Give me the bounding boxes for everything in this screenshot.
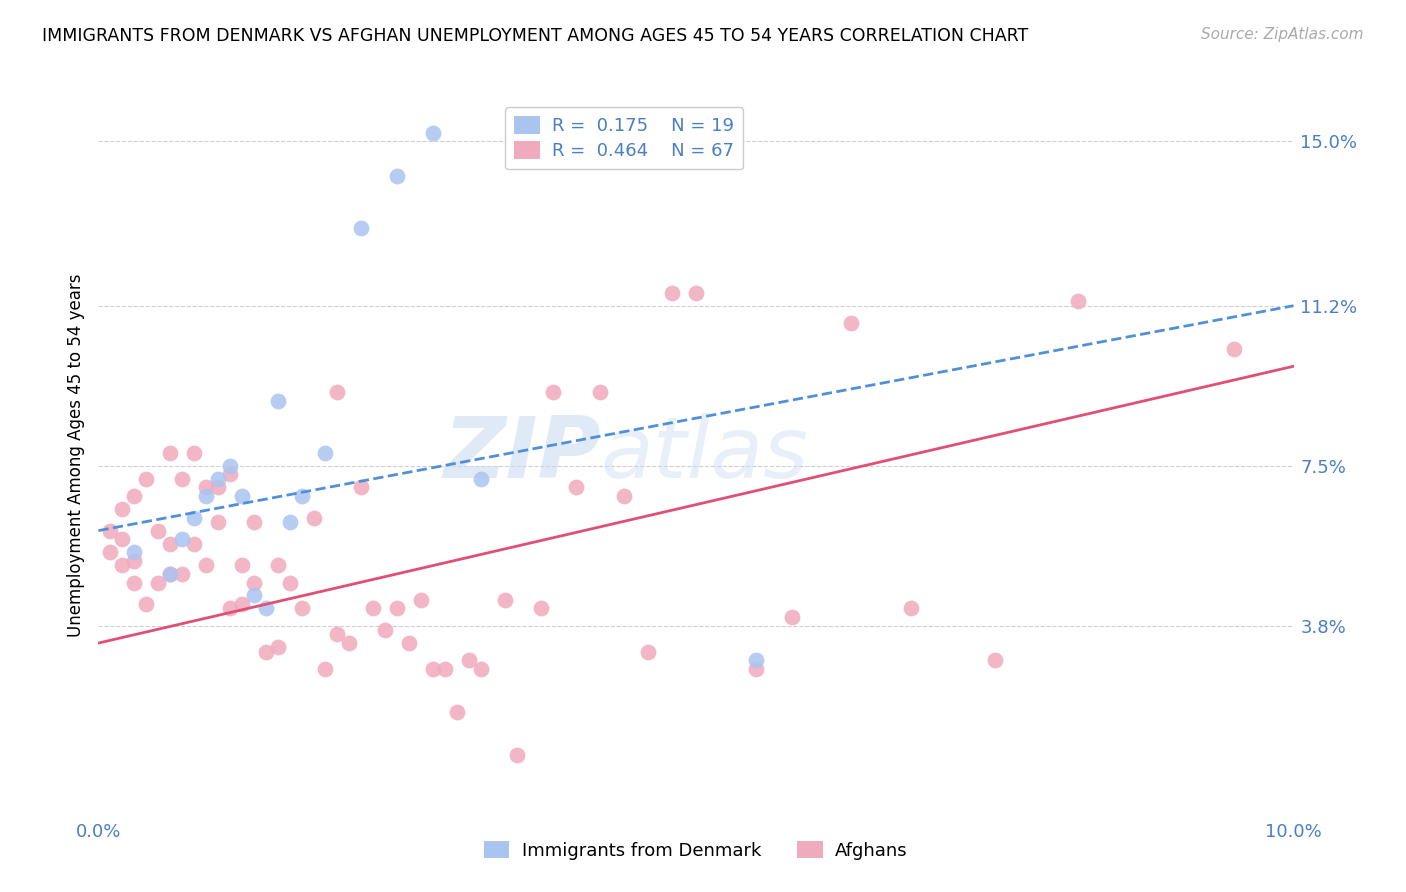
Point	[148, 575, 170, 590]
Point	[1223, 342, 1246, 356]
Point	[363, 601, 385, 615]
Point	[148, 524, 170, 538]
Point	[183, 536, 205, 550]
Point	[422, 126, 444, 140]
Point	[231, 558, 253, 573]
Point	[385, 601, 409, 615]
Point	[637, 645, 659, 659]
Point	[315, 446, 337, 460]
Point	[267, 558, 290, 573]
Point	[100, 545, 122, 559]
Point	[111, 502, 134, 516]
Point	[685, 285, 707, 300]
Point	[446, 705, 468, 719]
Text: IMMIGRANTS FROM DENMARK VS AFGHAN UNEMPLOYMENT AMONG AGES 45 TO 54 YEARS CORRELA: IMMIGRANTS FROM DENMARK VS AFGHAN UNEMPL…	[42, 27, 1028, 45]
Legend: Immigrants from Denmark, Afghans: Immigrants from Denmark, Afghans	[477, 834, 915, 867]
Point	[135, 597, 157, 611]
Point	[100, 524, 122, 538]
Text: Source: ZipAtlas.com: Source: ZipAtlas.com	[1201, 27, 1364, 42]
Point	[278, 515, 301, 529]
Point	[350, 480, 373, 494]
Point	[302, 510, 325, 524]
Point	[278, 575, 301, 590]
Point	[195, 480, 218, 494]
Point	[291, 489, 314, 503]
Point	[565, 480, 588, 494]
Point	[207, 480, 229, 494]
Point	[219, 601, 242, 615]
Text: atlas: atlas	[600, 413, 808, 497]
Point	[254, 601, 277, 615]
Point	[243, 575, 266, 590]
Point	[267, 393, 290, 408]
Point	[195, 558, 218, 573]
Point	[159, 566, 181, 581]
Point	[374, 623, 396, 637]
Point	[111, 558, 134, 573]
Point	[124, 545, 146, 559]
Point	[470, 472, 492, 486]
Point	[124, 575, 146, 590]
Point	[339, 636, 360, 650]
Point	[900, 601, 922, 615]
Point	[506, 748, 529, 763]
Point	[398, 636, 420, 650]
Point	[494, 592, 516, 607]
Point	[231, 489, 253, 503]
Point	[219, 467, 242, 482]
Point	[183, 510, 205, 524]
Point	[219, 458, 242, 473]
Point	[172, 533, 194, 547]
Point	[326, 385, 349, 400]
Point	[159, 536, 181, 550]
Point	[315, 662, 337, 676]
Point	[434, 662, 457, 676]
Point	[350, 220, 373, 235]
Point	[207, 515, 229, 529]
Point	[231, 597, 253, 611]
Point	[243, 589, 266, 603]
Text: ZIP: ZIP	[443, 413, 600, 497]
Point	[529, 601, 551, 615]
Point	[267, 640, 290, 655]
Point	[111, 533, 134, 547]
Point	[541, 385, 564, 400]
Point	[172, 566, 194, 581]
Point	[984, 653, 1007, 667]
Point	[159, 566, 181, 581]
Point	[183, 446, 205, 460]
Point	[385, 169, 409, 183]
Point	[326, 627, 349, 641]
Point	[458, 653, 481, 667]
Point	[159, 446, 181, 460]
Point	[291, 601, 314, 615]
Point	[470, 662, 492, 676]
Point	[422, 662, 444, 676]
Point	[589, 385, 612, 400]
Point	[661, 285, 683, 300]
Point	[124, 554, 146, 568]
Point	[172, 472, 194, 486]
Point	[745, 662, 768, 676]
Point	[1067, 294, 1090, 309]
Point	[243, 515, 266, 529]
Point	[411, 592, 433, 607]
Point	[613, 489, 636, 503]
Point	[135, 472, 157, 486]
Point	[841, 316, 863, 330]
Point	[195, 489, 218, 503]
Y-axis label: Unemployment Among Ages 45 to 54 years: Unemployment Among Ages 45 to 54 years	[66, 273, 84, 637]
Point	[780, 610, 803, 624]
Point	[745, 653, 768, 667]
Point	[124, 489, 146, 503]
Point	[207, 472, 229, 486]
Point	[254, 645, 277, 659]
